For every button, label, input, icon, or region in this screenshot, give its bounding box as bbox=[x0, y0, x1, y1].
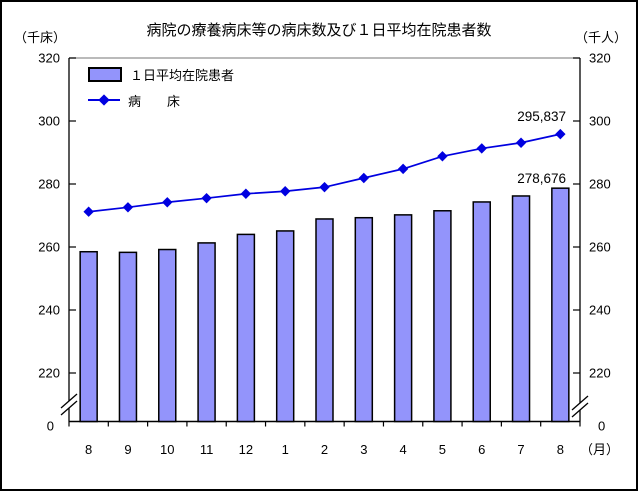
diamond-marker bbox=[437, 151, 448, 162]
line-last-value-label: 295,837 bbox=[517, 109, 566, 124]
x-category-label: 5 bbox=[439, 442, 446, 457]
axis-break-mask bbox=[572, 396, 588, 417]
diamond-marker bbox=[476, 143, 487, 154]
y-tick-label-left: 320 bbox=[38, 51, 60, 66]
bar bbox=[354, 216, 374, 423]
bar-series-swatch-icon bbox=[88, 66, 122, 82]
diamond-marker bbox=[83, 206, 94, 217]
x-category-label: 8 bbox=[557, 442, 564, 457]
bar bbox=[79, 250, 98, 423]
y-zero-label-right: 0 bbox=[598, 419, 605, 434]
x-category-label: 8 bbox=[85, 442, 92, 457]
right-axis-unit-label: （千人） bbox=[574, 30, 627, 45]
y-tick-label-right: 280 bbox=[589, 177, 611, 192]
diamond-marker bbox=[555, 128, 566, 140]
x-category-label: 10 bbox=[160, 442, 174, 457]
x-category-label: 9 bbox=[124, 442, 131, 457]
bar-last-value-label: 278,676 bbox=[517, 171, 566, 186]
y-tick-label-right: 320 bbox=[589, 51, 611, 66]
bar bbox=[511, 195, 531, 423]
y-tick-label-left: 280 bbox=[38, 177, 60, 192]
x-axis-unit-label: （月） bbox=[580, 442, 619, 457]
x-category-label: 2 bbox=[321, 442, 328, 457]
x-category-label: 7 bbox=[517, 442, 524, 457]
y-tick-label-left: 300 bbox=[38, 114, 60, 129]
bar bbox=[472, 201, 491, 423]
diamond-marker bbox=[201, 192, 212, 204]
diamond-marker bbox=[279, 186, 291, 197]
legend-item-avg-inpatients: １日平均在院患者 bbox=[88, 66, 235, 83]
bar bbox=[393, 214, 413, 423]
axis-break-slash bbox=[60, 400, 78, 416]
diamond-marker bbox=[515, 137, 527, 148]
bar bbox=[236, 233, 256, 423]
bar bbox=[315, 218, 334, 423]
y-tick-label-left: 220 bbox=[38, 366, 60, 381]
y-tick-label-right: 300 bbox=[589, 114, 611, 129]
x-category-label: 3 bbox=[360, 442, 367, 457]
y-tick-label-right: 260 bbox=[589, 240, 611, 255]
diamond-marker bbox=[319, 181, 330, 193]
y-tick-label-left: 260 bbox=[38, 240, 60, 255]
axis-break-mask bbox=[61, 394, 77, 415]
left-axis-unit-label: （千床） bbox=[14, 30, 67, 45]
x-category-label: 1 bbox=[282, 442, 289, 457]
bar bbox=[158, 248, 177, 423]
legend-label-avg-inpatients: １日平均在院患者 bbox=[130, 67, 235, 83]
x-category-label: 6 bbox=[478, 442, 485, 457]
diamond-marker bbox=[162, 197, 173, 208]
axis-break-slash bbox=[60, 393, 78, 409]
beds-line bbox=[88, 133, 561, 213]
bar bbox=[197, 242, 216, 423]
diamond-marker bbox=[240, 188, 252, 199]
legend: １日平均在院患者 病 床 bbox=[88, 66, 235, 109]
bar bbox=[275, 230, 295, 423]
diamond-marker bbox=[122, 202, 134, 213]
y-zero-label-left: 0 bbox=[47, 419, 54, 434]
x-category-label: 11 bbox=[200, 442, 214, 457]
bar bbox=[551, 187, 570, 423]
bar bbox=[433, 210, 452, 423]
y-tick-label-right: 220 bbox=[589, 366, 611, 381]
line-series-sample-icon bbox=[88, 94, 120, 106]
y-tick-label-right: 240 bbox=[589, 303, 611, 318]
axis-break-slash bbox=[571, 395, 589, 411]
legend-label-beds: 病 床 bbox=[128, 93, 181, 109]
bar bbox=[118, 251, 138, 423]
legend-item-beds: 病 床 bbox=[88, 92, 234, 109]
chart-title: 病院の療養病床等の病床数及び１日平均在院患者数 bbox=[146, 22, 492, 39]
axis-break-slash bbox=[571, 402, 589, 418]
diamond-marker bbox=[397, 163, 409, 175]
diamond-marker bbox=[358, 172, 370, 184]
y-tick-label-left: 240 bbox=[38, 303, 60, 318]
diamond-marker-icon bbox=[98, 94, 110, 106]
x-category-label: 12 bbox=[239, 442, 253, 457]
x-category-label: 4 bbox=[399, 442, 406, 457]
